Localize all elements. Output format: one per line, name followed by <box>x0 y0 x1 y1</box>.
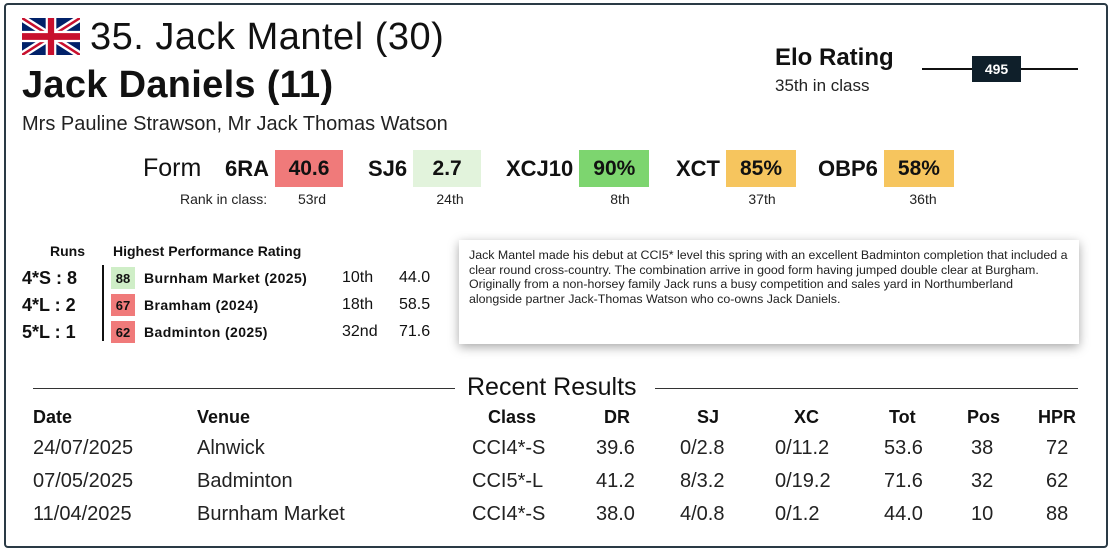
form-value-badge: 58% <box>883 150 954 187</box>
result-class: CCI4*-S <box>472 503 546 525</box>
best-position: 18th <box>342 296 374 313</box>
form-item-xcj10: XCJ10 90% <box>506 150 650 187</box>
elo-title: Elo Rating <box>775 44 894 71</box>
col-header-xc: XC <box>794 407 820 427</box>
hpr-badge: 67 <box>111 294 135 316</box>
recent-results-title: Recent Results <box>467 373 637 401</box>
hpr-badge: 62 <box>111 321 135 343</box>
best-position: 32nd <box>342 323 378 340</box>
result-venue: Badminton <box>197 470 293 492</box>
runs-divider <box>102 265 104 341</box>
form-item-obp6: OBP6 58% <box>818 150 954 187</box>
best-event: Badminton (2025) <box>144 324 268 340</box>
form-value-badge: 2.7 <box>413 150 482 187</box>
col-header-class: Class <box>488 407 537 427</box>
result-hpr: 72 <box>1046 437 1069 459</box>
rider-bio: Jack Mantel made his debut at CCI5* leve… <box>459 240 1079 344</box>
col-header-hpr: HPR <box>1038 407 1077 427</box>
result-date: 24/07/2025 <box>33 437 134 459</box>
form-rank: 24th <box>436 191 464 207</box>
form-code: 6RA <box>225 155 270 181</box>
horse-name: Jack Daniels (11) <box>22 64 334 106</box>
form-rank: 36th <box>909 191 937 207</box>
result-xc: 0/19.2 <box>775 470 831 492</box>
best-event: Bramham (2024) <box>144 297 259 313</box>
result-venue: Alnwick <box>197 437 265 459</box>
result-hpr: 88 <box>1046 503 1069 525</box>
best-score: 71.6 <box>399 323 431 340</box>
elo-value-badge: 495 <box>972 56 1021 82</box>
result-dr: 39.6 <box>596 437 635 459</box>
form-item-xct: XCT 85% <box>676 150 796 187</box>
section-divider <box>33 388 455 389</box>
form-value-badge: 85% <box>726 150 796 187</box>
form-label: Form <box>143 154 202 182</box>
section-divider <box>655 388 1078 389</box>
best-score: 58.5 <box>399 296 431 313</box>
col-header-venue: Venue <box>197 407 251 427</box>
col-header-sj: SJ <box>697 407 720 427</box>
form-value-badge: 40.6 <box>275 150 344 187</box>
level-runs: 4*L : 2 <box>22 294 76 315</box>
result-date: 07/05/2025 <box>33 470 134 492</box>
result-venue: Burnham Market <box>197 503 345 525</box>
form-rank: 37th <box>748 191 776 207</box>
level-runs: 4*S : 8 <box>22 267 78 288</box>
best-score: 44.0 <box>399 269 431 286</box>
result-dr: 41.2 <box>596 470 635 492</box>
form-code: OBP6 <box>818 155 878 181</box>
form-value-badge: 90% <box>579 150 650 187</box>
result-tot: 53.6 <box>884 437 923 459</box>
elo-class-rank: 35th in class <box>775 76 870 95</box>
col-header-date: Date <box>33 407 73 427</box>
form-item-6ra: 6RA 40.6 <box>225 150 344 187</box>
hpr-header: Highest Performance Rating <box>113 243 302 259</box>
form-code: XCJ10 <box>506 155 574 181</box>
result-date: 11/04/2025 <box>33 503 132 525</box>
form-rank: 8th <box>610 191 630 207</box>
hpr-badge: 88 <box>111 267 135 289</box>
best-position: 10th <box>342 269 374 286</box>
result-xc: 0/1.2 <box>775 503 820 525</box>
result-sj: 0/2.8 <box>680 437 725 459</box>
result-hpr: 62 <box>1046 470 1069 492</box>
owners-text: Mrs Pauline Strawson, Mr Jack Thomas Wat… <box>22 113 448 135</box>
level-runs: 5*L : 1 <box>22 321 76 342</box>
result-sj: 4/0.8 <box>680 503 725 525</box>
form-code: SJ6 <box>368 155 408 181</box>
result-tot: 44.0 <box>884 503 923 525</box>
form-rank: 53rd <box>297 191 327 207</box>
rank-in-class-label: Rank in class: <box>180 191 268 207</box>
form-item-sj6: SJ6 2.7 <box>368 150 482 187</box>
result-pos: 38 <box>971 437 994 459</box>
uk-flag-icon <box>22 18 80 55</box>
result-class: CCI5*-L <box>472 470 544 492</box>
col-header-pos: Pos <box>967 407 1001 427</box>
result-pos: 32 <box>971 470 994 492</box>
result-class: CCI4*-S <box>472 437 546 459</box>
result-xc: 0/11.2 <box>775 437 830 459</box>
result-dr: 38.0 <box>596 503 635 525</box>
result-tot: 71.6 <box>884 470 923 492</box>
form-code: XCT <box>676 155 720 181</box>
best-event: Burnham Market (2025) <box>144 270 308 286</box>
rider-name: 35. Jack Mantel (30) <box>90 16 445 58</box>
result-pos: 10 <box>971 503 994 525</box>
col-header-dr: DR <box>604 407 630 427</box>
col-header-tot: Tot <box>889 407 916 427</box>
runs-header: Runs <box>50 243 85 259</box>
result-sj: 8/3.2 <box>680 470 725 492</box>
